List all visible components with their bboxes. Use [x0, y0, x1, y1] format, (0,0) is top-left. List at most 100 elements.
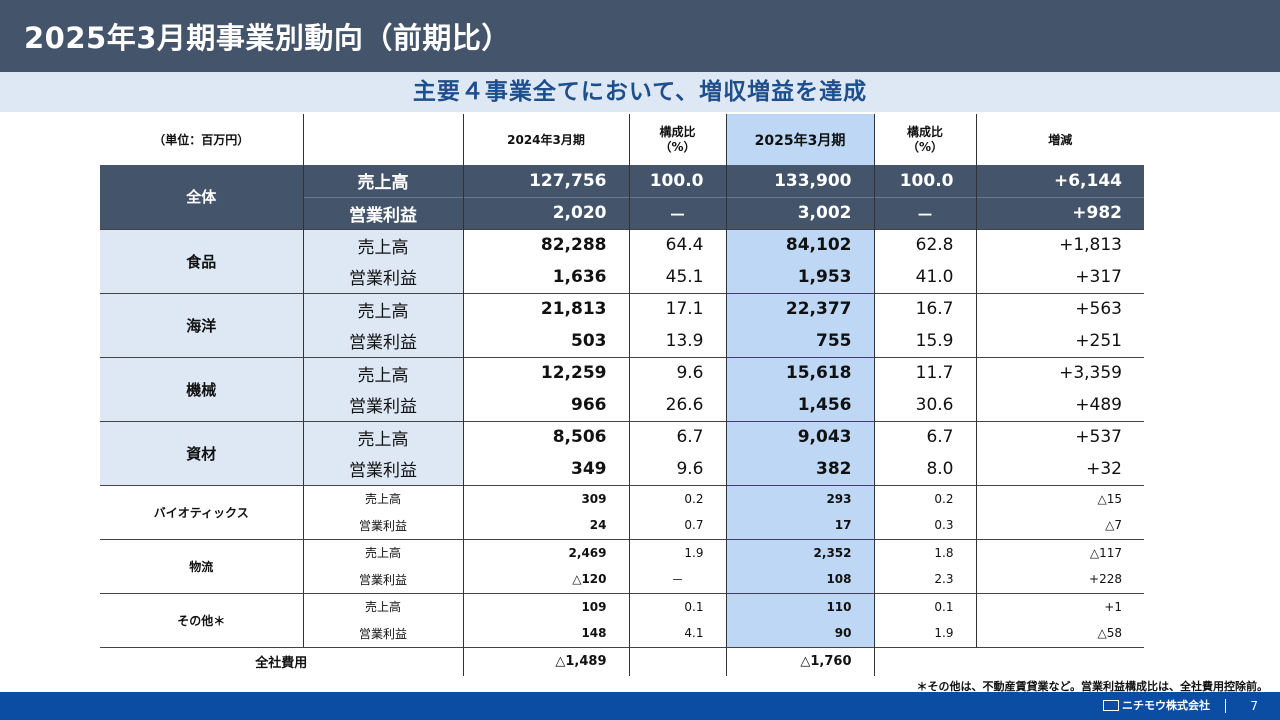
row-label-sales: 売上高 [302, 293, 463, 325]
segment-name: その他＊ [100, 593, 303, 648]
table-row: 資材 売上高 8,506 6.7 9,043 6.7 +537 [100, 421, 1144, 486]
cell: +228 [975, 566, 1144, 593]
table-row: 営業利益 349 9.6 382 8.0 +32 [100, 453, 1144, 485]
cell: +1,813 [975, 229, 1144, 261]
table-row: 営業利益 148 4.1 90 1.9 △58 [100, 620, 1144, 647]
cell: 30.6 [873, 389, 976, 421]
segment-name: 資材 [100, 421, 303, 486]
row-label-sales: 売上高 [302, 229, 463, 261]
cell: 109 [462, 593, 629, 620]
table-row: 営業利益 △120 － 108 2.3 +228 [100, 566, 1144, 593]
cell: 1.8 [873, 539, 976, 566]
company-logo-icon [1103, 699, 1119, 711]
row-label-profit: 営業利益 [302, 325, 463, 357]
cell: 82,288 [462, 229, 629, 261]
table-row-corporate: 全社費用 △1,489 △1,760 [100, 647, 1144, 676]
cell: 133,900 [725, 165, 874, 197]
table-row: 営業利益 966 26.6 1,456 30.6 +489 [100, 389, 1144, 421]
cell: 0.2 [873, 485, 976, 512]
segment-table: （単位：百万円） 2024年3月期 構成比 （%） 2025年3月期 構成比 （%）… [100, 114, 1144, 676]
cell: 0.1 [628, 593, 726, 620]
table-header-row: （単位：百万円） 2024年3月期 構成比 （%） 2025年3月期 構成比 （%）… [100, 114, 1144, 165]
cell: 17.1 [628, 293, 726, 325]
table-row: 物流 売上高 2,469 1.9 2,352 1.8 △117 [100, 539, 1144, 594]
subtitle-bar: 主要４事業全てにおいて、増収増益を達成 [0, 72, 1280, 112]
page-number: 7 [1250, 699, 1258, 713]
cell: △7 [975, 512, 1144, 539]
row-label-sales: 売上高 [302, 421, 463, 453]
cell: △1,489 [462, 647, 629, 676]
cell: 15,618 [725, 357, 874, 389]
cell: +537 [975, 421, 1144, 453]
cell: △15 [975, 485, 1144, 512]
cell: △117 [975, 539, 1144, 566]
cell: 11.7 [873, 357, 976, 389]
cell: 41.0 [873, 261, 976, 293]
cell: 100.0 [628, 165, 726, 197]
table-row: 海洋 売上高 21,813 17.1 22,377 16.7 +563 [100, 293, 1144, 358]
cell: 0.7 [628, 512, 726, 539]
row-label-profit: 営業利益 [302, 453, 463, 485]
header-fy2025: 2025年3月期 [725, 114, 874, 165]
cell: 1.9 [628, 539, 726, 566]
table-row: 営業利益 24 0.7 17 0.3 △7 [100, 512, 1144, 539]
cell-empty [628, 647, 726, 676]
cell: +317 [975, 261, 1144, 293]
row-label-profit: 営業利益 [302, 261, 463, 293]
cell: 4.1 [628, 620, 726, 647]
cell-empty [976, 647, 1144, 676]
cell: 110 [725, 593, 874, 620]
cell: 26.6 [628, 389, 726, 421]
cell: 966 [462, 389, 629, 421]
table-row: 営業利益 2,020 － 3,002 － +982 [100, 197, 1144, 229]
unit-label: （単位：百万円） [153, 133, 250, 147]
row-label-profit: 営業利益 [302, 512, 463, 539]
cell: － [628, 197, 726, 229]
cell: 12,259 [462, 357, 629, 389]
table-row: その他＊ 売上高 109 0.1 110 0.1 +1 [100, 593, 1144, 648]
table-row: 機械 売上高 12,259 9.6 15,618 11.7 +3,359 [100, 357, 1144, 422]
cell: 0.3 [873, 512, 976, 539]
company-name: ニチモウ株式会社 [1103, 692, 1210, 720]
cell: 62.8 [873, 229, 976, 261]
cell: 100.0 [873, 165, 976, 197]
cell: 13.9 [628, 325, 726, 357]
cell: 382 [725, 453, 874, 485]
cell: － [873, 197, 976, 229]
cell: 90 [725, 620, 874, 647]
segment-name: 食品 [100, 229, 303, 294]
row-label-profit: 営業利益 [302, 620, 463, 647]
cell: 84,102 [725, 229, 874, 261]
cell: +6,144 [975, 165, 1144, 197]
cell: 2.3 [873, 566, 976, 593]
cell: 0.2 [628, 485, 726, 512]
row-label-profit: 営業利益 [302, 566, 463, 593]
cell: +1 [975, 593, 1144, 620]
header-blank [302, 114, 463, 165]
row-label-sales: 売上高 [302, 357, 463, 389]
cell: 1,636 [462, 261, 629, 293]
cell: +982 [975, 197, 1144, 229]
cell: 2,020 [462, 197, 629, 229]
page-title: 2025年3月期事業別動向（前期比） [24, 21, 511, 55]
cell: 1.9 [873, 620, 976, 647]
cell: 3,002 [725, 197, 874, 229]
cell: 503 [462, 325, 629, 357]
cell: 9.6 [628, 357, 726, 389]
row-label-sales: 売上高 [302, 485, 463, 512]
segment-name: 機械 [100, 357, 303, 422]
segment-name: 物流 [100, 539, 303, 594]
segment-name: 全体 [100, 165, 303, 229]
cell: 9.6 [628, 453, 726, 485]
cell: 22,377 [725, 293, 874, 325]
header-ratio-2024: 構成比 （%） [628, 114, 726, 165]
cell: 8.0 [873, 453, 976, 485]
cell: 2,469 [462, 539, 629, 566]
cell: 64.4 [628, 229, 726, 261]
corporate-label: 全社費用 [255, 656, 308, 672]
cell: +489 [975, 389, 1144, 421]
table-row: 営業利益 503 13.9 755 15.9 +251 [100, 325, 1144, 357]
cell: 16.7 [873, 293, 976, 325]
cell-empty [873, 647, 976, 676]
cell: +3,359 [975, 357, 1144, 389]
